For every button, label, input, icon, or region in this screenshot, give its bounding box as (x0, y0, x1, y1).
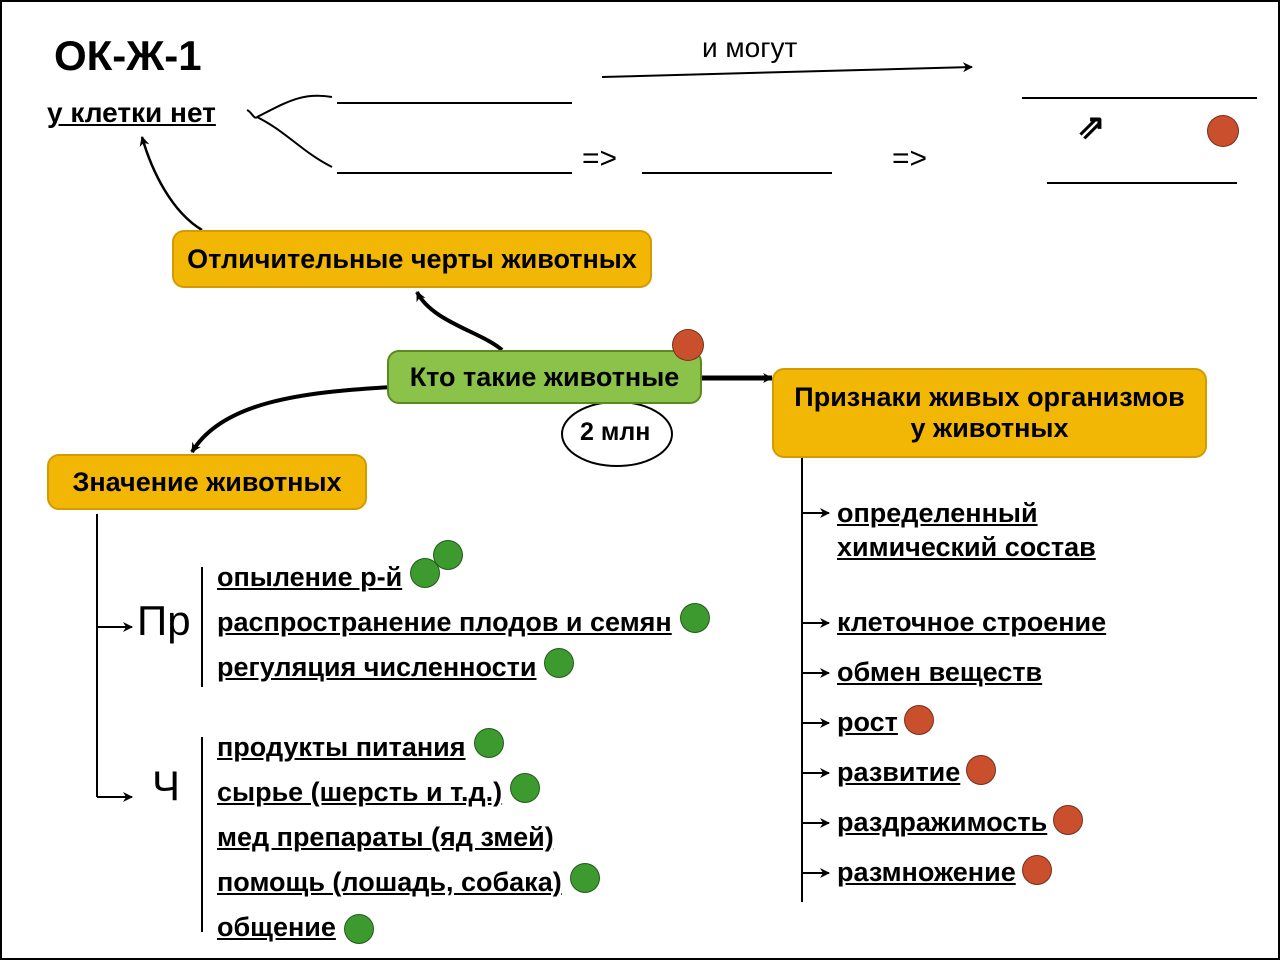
cell-no-label: у клетки нет (47, 97, 216, 129)
meaning-item: регуляция численности (217, 652, 536, 683)
diagram-stage: ОК-Ж-1 у клетки нет и могут => => ⇗ Отличитель… (0, 0, 1280, 960)
bubble-2m: 2 млн (580, 418, 650, 447)
green-dot-icon (344, 914, 374, 944)
traits-item: обмен веществ (837, 657, 1042, 688)
box-center-who-are-animals: Кто такие животные (387, 350, 702, 404)
red-dot-icon (966, 755, 996, 785)
box-distinct-features: Отличительные черты животных (172, 230, 652, 288)
meaning-item: распространение плодов и семян (217, 607, 672, 638)
green-dot-icon (510, 773, 540, 803)
green-dot-icon (570, 863, 600, 893)
red-dot-icon (1207, 115, 1239, 147)
box-meaning: Значение животных (47, 454, 367, 510)
title: ОК-Ж-1 (54, 32, 202, 80)
traits-item: развитие (837, 757, 960, 788)
group-label-ch: Ч (152, 762, 180, 810)
implies-symbol: => (892, 142, 927, 176)
meaning-item: общение (217, 912, 336, 943)
traits-item: размножение (837, 857, 1016, 888)
green-dot-icon (680, 603, 710, 633)
meaning-item: мед препараты (яд змей) (217, 822, 554, 853)
meaning-item: опыление р-й (217, 562, 402, 593)
green-dot-icon (433, 540, 463, 570)
red-dot-icon (1053, 805, 1083, 835)
green-dot-icon (474, 728, 504, 758)
red-dot-icon (1022, 855, 1052, 885)
meaning-item: продукты питания (217, 732, 466, 763)
traits-item: раздражимость (837, 807, 1047, 838)
box-traits: Признаки живых организмов у животных (772, 368, 1207, 458)
meaning-item: помощь (лошадь, собака) (217, 867, 562, 898)
red-dot-icon (672, 329, 704, 361)
traits-item: определенный химический состав (837, 497, 1137, 565)
group-label-pr: Пр (137, 597, 191, 645)
traits-item: клеточное строение (837, 607, 1106, 638)
meaning-item: сырье (шерсть и т.д.) (217, 777, 502, 808)
traits-item: рост (837, 707, 898, 738)
and-can-label: и могут (702, 32, 797, 64)
small-arrow-icon: ⇗ (1077, 107, 1106, 147)
implies-symbol: => (582, 142, 617, 176)
green-dot-icon (544, 648, 574, 678)
red-dot-icon (904, 705, 934, 735)
